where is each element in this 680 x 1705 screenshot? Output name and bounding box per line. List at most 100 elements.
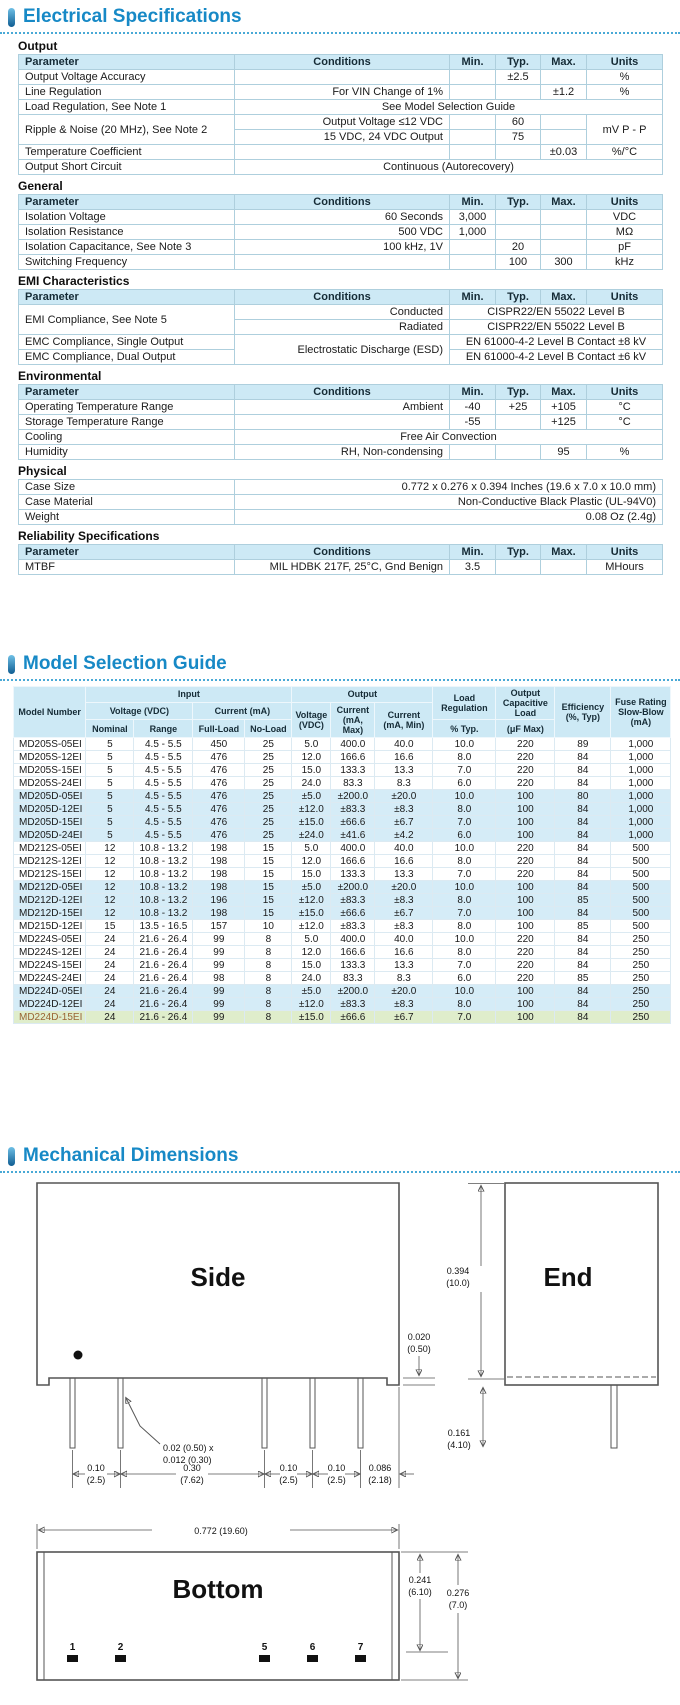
model-row-MD205S-15EI: MD205S-15EI 5 4.5 - 5.5 476 25 15.0 133.3 13.3 7… bbox=[12, 763, 672, 778]
model-value-cell: ±15.0 bbox=[291, 906, 332, 921]
model-value-cell: 85 bbox=[554, 971, 612, 986]
model-value-cell: 8 bbox=[244, 1010, 293, 1025]
model-value-cell: 84 bbox=[554, 932, 612, 947]
col-header-min: Min. bbox=[449, 289, 496, 305]
model-value-cell: 21.6 - 26.4 bbox=[133, 958, 194, 973]
model-value-cell: 100 bbox=[495, 789, 556, 804]
dim-depth1-mm: (6.10) bbox=[408, 1587, 432, 1597]
spec-cell: 0.772 x 0.276 x 0.394 Inches (19.6 x 7.0… bbox=[234, 479, 663, 495]
model-value-cell: 400.0 bbox=[330, 932, 376, 947]
model-value-cell: 99 bbox=[192, 984, 246, 999]
model-value-cell: ±6.7 bbox=[374, 815, 434, 830]
model-value-cell: 24 bbox=[85, 997, 135, 1012]
spec-row: Load Regulation, See Note 1 See Model Sel… bbox=[18, 99, 663, 115]
model-selection-table: Model Number Input Output Load Regulatio… bbox=[12, 685, 672, 1025]
model-number-cell: MD212D-15EI bbox=[12, 906, 87, 921]
model-value-cell: 400.0 bbox=[330, 737, 376, 752]
spec-cell: EN 61000-4-2 Level B Contact ±8 kV bbox=[449, 334, 663, 350]
model-row-MD212D-05EI: MD212D-05EI 12 10.8 - 13.2 198 15 ±5.0 ±200.0 ±… bbox=[12, 880, 672, 895]
model-value-cell: ±12.0 bbox=[291, 893, 332, 908]
spec-cell: ±2.5 bbox=[495, 69, 541, 85]
model-number-cell: MD205S-15EI bbox=[12, 763, 87, 778]
model-value-cell: ±12.0 bbox=[291, 919, 332, 934]
spec-cell: Radiated bbox=[234, 319, 450, 335]
model-value-cell: 5 bbox=[85, 763, 135, 778]
model-value-cell: 220 bbox=[495, 776, 556, 791]
spec-cell: 15 VDC, 24 VDC Output bbox=[234, 129, 450, 145]
model-number-cell: MD215D-12EI bbox=[12, 919, 87, 934]
spec-group-label: Environmental bbox=[18, 369, 102, 383]
model-value-cell: 100 bbox=[495, 880, 556, 895]
spec-cell bbox=[495, 414, 541, 430]
dotted-divider bbox=[0, 32, 680, 34]
model-value-cell: 400.0 bbox=[330, 841, 376, 856]
spec-cell bbox=[234, 254, 450, 270]
model-value-cell: 8 bbox=[244, 932, 293, 947]
model-value-cell: 8 bbox=[244, 958, 293, 973]
model-value-cell: ±15.0 bbox=[291, 1010, 332, 1025]
model-value-cell: 85 bbox=[554, 893, 612, 908]
spec-cell bbox=[449, 144, 496, 160]
model-value-cell: 24 bbox=[85, 932, 135, 947]
spec-row: Case Size 0.772 x 0.276 x 0.394 Inches (1… bbox=[18, 479, 663, 495]
dim-pitch-1-mm: (2.5) bbox=[87, 1475, 106, 1485]
model-value-cell: 476 bbox=[192, 828, 246, 843]
spec-cell: MIL HDBK 217F, 25°C, Gnd Benign bbox=[234, 559, 450, 575]
model-value-cell: 12 bbox=[85, 841, 135, 856]
dotted-divider bbox=[0, 679, 680, 681]
section-header-electrical: Electrical Specifications bbox=[0, 0, 680, 30]
col-output-voltage: Voltage (VDC) bbox=[291, 701, 332, 739]
spec-cell: kHz bbox=[586, 254, 663, 270]
model-value-cell: 100 bbox=[495, 997, 556, 1012]
model-value-cell: 100 bbox=[495, 919, 556, 934]
model-value-cell: 476 bbox=[192, 789, 246, 804]
model-value-cell: 100 bbox=[495, 815, 556, 830]
spec-group-label: General bbox=[18, 179, 63, 193]
spec-table-emi-characteristics: Parameter Conditions Min. Typ. Max. Units EMI … bbox=[18, 289, 663, 365]
model-value-cell: 21.6 - 26.4 bbox=[133, 984, 194, 999]
col-header-units: Units bbox=[586, 384, 663, 400]
spec-row: Case Material Non-Conductive Black Plasti… bbox=[18, 494, 663, 510]
col-header-conditions: Conditions bbox=[234, 384, 450, 400]
col-header-units: Units bbox=[586, 289, 663, 305]
model-value-cell: 1,000 bbox=[610, 802, 672, 817]
model-row-MD205D-15EI: MD205D-15EI 5 4.5 - 5.5 476 25 ±15.0 ±66.6 ±6.7… bbox=[12, 815, 672, 830]
model-value-cell: 84 bbox=[554, 867, 612, 882]
model-value-cell: 250 bbox=[610, 945, 672, 960]
model-value-cell: 25 bbox=[244, 802, 293, 817]
model-value-cell: 5.0 bbox=[291, 932, 332, 947]
model-value-cell: 12.0 bbox=[291, 750, 332, 765]
spec-cell bbox=[540, 559, 587, 575]
side-pins bbox=[69, 1377, 364, 1449]
model-value-cell: 100 bbox=[495, 1010, 556, 1025]
model-row-MD224D-15EI: MD224D-15EI 24 21.6 - 26.4 99 8 ±15.0 ±66.6 ±6.… bbox=[12, 1010, 672, 1025]
col-fuse-rating: Fuse Rating Slow-Blow (mA) bbox=[610, 685, 672, 739]
model-value-cell: 12 bbox=[85, 867, 135, 882]
spec-cell: Output Voltage Accuracy bbox=[18, 69, 235, 85]
model-value-cell: 21.6 - 26.4 bbox=[133, 945, 194, 960]
model-value-cell: 250 bbox=[610, 958, 672, 973]
model-value-cell: 8.0 bbox=[432, 750, 497, 765]
col-efficiency: Efficiency (%, Typ) bbox=[554, 685, 612, 739]
col-header-typ: Typ. bbox=[495, 289, 541, 305]
model-value-cell: 220 bbox=[495, 958, 556, 973]
model-number-cell: MD205D-12EI bbox=[12, 802, 87, 817]
depth-dimensions: 0.241 (6.10) 0.276 (7.0) bbox=[401, 1551, 469, 1681]
model-value-cell: ±5.0 bbox=[291, 984, 332, 999]
model-selection-guide-section: Model Selection Guide Model Number Input… bbox=[0, 647, 680, 1025]
pin-pitch-dimensions: 0.10 (2.5) 0.30 (7.62) 0.10 (2.5) 0.10 (… bbox=[73, 1387, 414, 1489]
model-number-cell: MD212S-12EI bbox=[12, 854, 87, 869]
end-view-label: End bbox=[543, 1262, 592, 1292]
model-value-cell: 83.3 bbox=[330, 971, 376, 986]
model-value-cell: 250 bbox=[610, 971, 672, 986]
model-number-cell: MD224S-12EI bbox=[12, 945, 87, 960]
dim-depth2-mm: (7.0) bbox=[449, 1600, 468, 1610]
dim-standoff-mm: (0.50) bbox=[407, 1344, 431, 1354]
col-header-units: Units bbox=[586, 194, 663, 210]
model-number-cell: MD205S-24EI bbox=[12, 776, 87, 791]
spec-cell: -55 bbox=[449, 414, 496, 430]
dim-pitch-2-mm: (7.62) bbox=[180, 1475, 204, 1485]
model-value-cell: ±8.3 bbox=[374, 893, 434, 908]
spec-cell: Operating Temperature Range bbox=[18, 399, 235, 415]
width-dimension: 0.772 (19.60) bbox=[36, 1524, 400, 1550]
